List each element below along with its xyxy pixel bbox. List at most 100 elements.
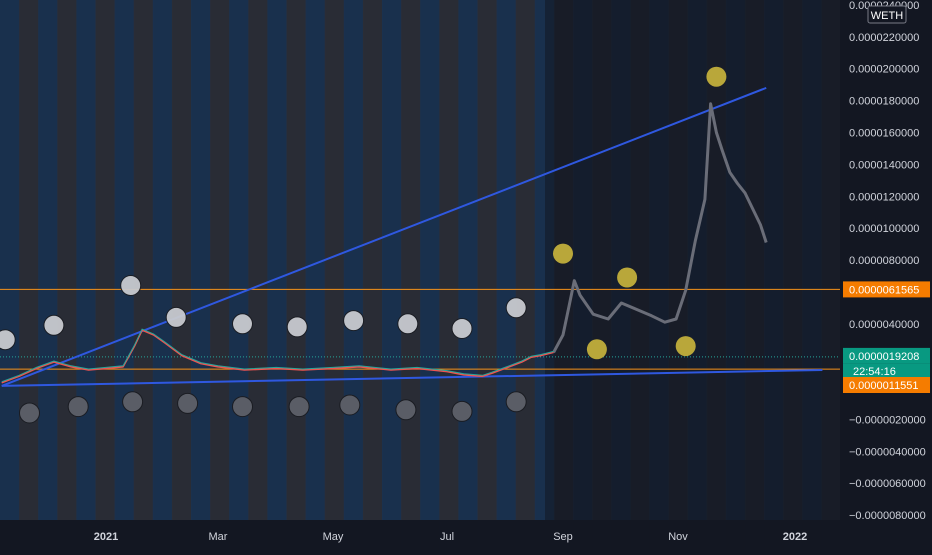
stripe-band: [76, 0, 96, 520]
marker-circle-white[interactable]: [43, 314, 65, 336]
stripe-band: [248, 0, 268, 520]
marker-circle-gray[interactable]: [451, 400, 473, 422]
stripe-band: [496, 0, 517, 520]
stripe-band: [324, 0, 345, 520]
price-badge: 0.0000011551: [843, 377, 930, 393]
marker-circle-gray[interactable]: [505, 391, 527, 413]
marker-circle-white[interactable]: [232, 313, 253, 335]
marker-circle-gray[interactable]: [339, 394, 361, 416]
price-series: [1, 102, 768, 384]
marker-circle-gray[interactable]: [177, 392, 199, 414]
price-badge-label: 0.0000019208: [849, 351, 919, 363]
y-tick-label: 0.0000160000: [849, 128, 919, 140]
y-tick-label: 0.0000200000: [849, 64, 919, 76]
marker-circle-gray[interactable]: [122, 391, 144, 413]
trend-lines[interactable]: [1, 86, 823, 387]
y-tick-label: 0.0000040000: [849, 319, 919, 331]
countdown-badge-bg: [843, 363, 930, 378]
x-tick-label: Nov: [668, 531, 688, 543]
y-tick-label: −0.0000060000: [849, 478, 926, 490]
y-tick-label: −0.0000040000: [849, 446, 926, 458]
price-badge-label: 0.0000011551: [849, 380, 919, 392]
marker-circle-white[interactable]: [451, 318, 473, 339]
marker-circle-white[interactable]: [0, 329, 16, 351]
x-axis-panel[interactable]: [0, 520, 840, 550]
price-badge-bg: [843, 281, 930, 298]
stripe-band: [0, 0, 20, 520]
marker-circle-gray[interactable]: [232, 396, 253, 418]
x-tick-label: Mar: [209, 531, 228, 543]
projection-series-line: [552, 102, 768, 354]
marker-circle-gray[interactable]: [67, 396, 89, 418]
marker-circle-white[interactable]: [286, 316, 308, 338]
marker-circle-gray[interactable]: [288, 396, 310, 418]
symbol-badge-label: WETH: [871, 10, 903, 22]
symbol-badge[interactable]: WETH: [867, 5, 907, 24]
price-badge: 0.0000061565: [843, 281, 930, 298]
y-tick-label: −0.0000080000: [849, 510, 926, 522]
y-tick-label: 0.0000180000: [849, 96, 919, 108]
marker-circles[interactable]: [0, 66, 727, 424]
actual-series-line-red: [1, 329, 554, 384]
x-tick-label: Jul: [440, 531, 454, 543]
stripe-band: [286, 0, 307, 520]
marker-circle-gold[interactable]: [706, 66, 727, 87]
x-tick-label: Sep: [553, 531, 573, 543]
marker-circle-gold[interactable]: [586, 339, 607, 360]
stripe-band: [362, 0, 383, 520]
stripe-band: [38, 0, 58, 520]
price-badges: 0.00000615650.000001920822:54:160.000001…: [843, 281, 930, 393]
stripe-band: [133, 0, 154, 520]
stripe-band: [439, 0, 459, 520]
marker-circle-gray[interactable]: [395, 399, 417, 421]
stripe-band: [19, 0, 39, 520]
y-tick-label: 0.0000080000: [849, 255, 919, 267]
marker-circle-white[interactable]: [505, 297, 527, 319]
marker-circle-gold[interactable]: [675, 336, 696, 357]
stripe-band: [267, 0, 287, 520]
trend-line[interactable]: [1, 368, 823, 387]
stripe-band: [458, 0, 478, 520]
price-badge-bg: [843, 377, 930, 393]
trend-line[interactable]: [1, 86, 767, 387]
marker-circle-white[interactable]: [120, 275, 142, 296]
stripe-band: [343, 0, 364, 520]
marker-circle-white[interactable]: [343, 310, 365, 332]
stripe-band: [152, 0, 173, 520]
stripe-band: [420, 0, 440, 520]
stripe-band: [171, 0, 192, 520]
stripe-band: [477, 0, 498, 520]
x-tick-label: 2022: [783, 531, 807, 543]
price-badge-bg: [843, 347, 930, 364]
stripe-band: [57, 0, 77, 520]
x-tick-label: May: [323, 531, 344, 543]
y-tick-label: 0.0000100000: [849, 223, 919, 235]
marker-circle-gray[interactable]: [19, 402, 40, 424]
stripe-band: [515, 0, 536, 520]
stripe-band: [382, 0, 402, 520]
stripe-band: [114, 0, 135, 520]
marker-circle-gold[interactable]: [617, 267, 638, 288]
marker-circle-white[interactable]: [165, 306, 187, 328]
symbol-badge-frame: [867, 5, 907, 24]
x-axis-ticks: 2021 Mar May Jul Sep Nov 2022: [94, 531, 807, 543]
stripe-band: [95, 0, 116, 520]
y-tick-label: −0.0000020000: [849, 414, 926, 426]
marker-circle-gold[interactable]: [553, 243, 573, 264]
stripe-band: [191, 0, 211, 520]
y-axis-panel[interactable]: [840, 0, 932, 550]
stripe-band: [401, 0, 421, 520]
stripe-band: [305, 0, 326, 520]
y-tick-label: 0.0000120000: [849, 191, 919, 203]
y-tick-label: 0.0000220000: [849, 32, 919, 44]
countdown-badge-label: 22:54:16: [853, 366, 896, 378]
price-badge-label: 0.0000061565: [849, 284, 919, 296]
marker-circle-white[interactable]: [397, 313, 419, 335]
price-badge: 0.0000019208 22:54:16: [843, 347, 930, 378]
y-tick-label: 0.0000140000: [849, 159, 919, 171]
stripe-band: [229, 0, 249, 520]
x-tick-label: 2021: [94, 531, 118, 543]
stripe-band: [210, 0, 230, 520]
